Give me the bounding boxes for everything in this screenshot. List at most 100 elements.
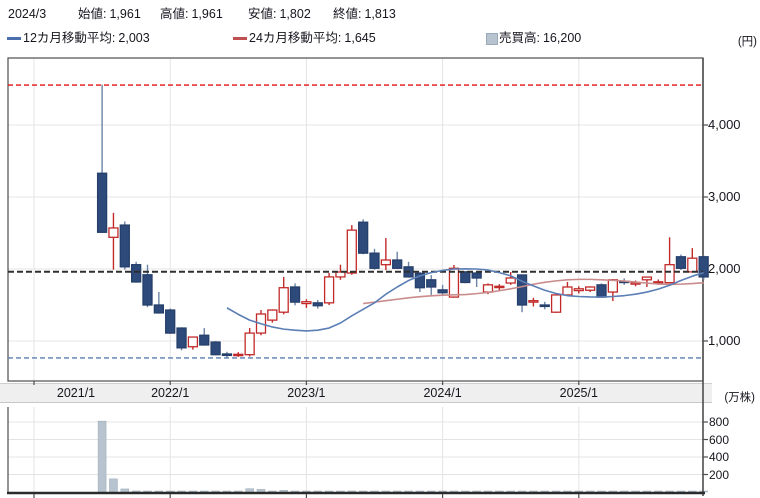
- candle-body: [187, 336, 199, 348]
- candle-body: [335, 271, 346, 278]
- volume-bar[interactable]: [256, 489, 266, 493]
- candle-body: [573, 288, 584, 292]
- candle-2024-9[interactable]: [528, 297, 539, 307]
- candle-2023-3[interactable]: [323, 272, 335, 305]
- candle-2021-8[interactable]: [108, 212, 119, 270]
- candle-2023-2[interactable]: [312, 299, 323, 309]
- candle-2023-6[interactable]: [357, 219, 369, 255]
- candle-2025-1[interactable]: [573, 286, 584, 294]
- open-label: 始値:: [78, 7, 107, 21]
- volume-axis-label: 200: [709, 467, 730, 482]
- low-label: 安値:: [248, 7, 277, 21]
- candle-body: [312, 302, 323, 307]
- candle-2023-10[interactable]: [403, 261, 414, 278]
- candle-body: [130, 264, 142, 283]
- candle-2025-11[interactable]: [687, 248, 698, 273]
- ma24-line: [363, 278, 704, 305]
- candle-2022-5[interactable]: [210, 341, 221, 356]
- x-axis-label: 2023/1: [287, 386, 326, 400]
- candle-2021-9[interactable]: [119, 221, 130, 270]
- candle-body: [119, 224, 130, 268]
- candle-2023-9[interactable]: [392, 251, 403, 269]
- volume-legend-text: 売買高: 16,200: [499, 30, 581, 46]
- ma12-legend-text: 12カ月移動平均: 2,003: [23, 30, 150, 46]
- candle-2024-7[interactable]: [505, 272, 516, 285]
- candle-2022-2[interactable]: [176, 327, 187, 351]
- candle-2024-4[interactable]: [471, 272, 482, 287]
- legend-ma12: 12カ月移動平均: 2,003: [7, 30, 150, 46]
- candle-body: [323, 276, 335, 304]
- candle-2023-4[interactable]: [335, 264, 346, 280]
- candle-2025-12[interactable]: [698, 255, 709, 280]
- candle-2025-3[interactable]: [596, 283, 607, 298]
- x-axis-band: [0, 383, 712, 403]
- volume-bar[interactable]: [120, 488, 130, 493]
- candle-body: [596, 284, 607, 298]
- candle-body: [210, 341, 221, 356]
- candle-body: [664, 264, 675, 284]
- candle-2024-1[interactable]: [437, 284, 448, 295]
- candle-2025-10[interactable]: [675, 254, 687, 271]
- candle-body: [471, 272, 482, 279]
- candle-body: [460, 271, 471, 284]
- close-value: 1,813: [364, 7, 396, 21]
- candle-body: [153, 304, 165, 314]
- volume-axis-label: 400: [709, 450, 730, 464]
- candle-2022-6[interactable]: [221, 351, 233, 358]
- candle-2023-1[interactable]: [301, 299, 312, 308]
- candle-2025-2[interactable]: [585, 286, 596, 293]
- candle-2022-4[interactable]: [199, 328, 210, 346]
- open-value: 1,961: [109, 7, 141, 21]
- candle-2022-3[interactable]: [187, 336, 199, 350]
- candle-body: [550, 294, 562, 313]
- ma24-value: 1,645: [344, 31, 376, 45]
- candle-body: [698, 256, 709, 278]
- candle-2024-10[interactable]: [539, 301, 550, 310]
- volume-label: 売買高:: [499, 31, 540, 45]
- price-unit-label: (円): [737, 36, 757, 48]
- ma12-line-swatch: [7, 37, 21, 40]
- close-field: 終値: 1,813: [333, 6, 396, 22]
- candle-2021-7[interactable]: [96, 84, 108, 233]
- candle-2021-12[interactable]: [153, 292, 165, 314]
- candle-body: [562, 286, 573, 296]
- candle-2023-5[interactable]: [346, 225, 357, 275]
- price-axis-label: 3,000: [708, 189, 741, 204]
- volume-bar[interactable]: [245, 488, 254, 493]
- candle-2022-11[interactable]: [278, 276, 289, 315]
- candle-body: [357, 221, 369, 254]
- candle-2022-8[interactable]: [244, 328, 255, 357]
- candle-body: [233, 353, 244, 357]
- volume-bar[interactable]: [109, 478, 118, 493]
- candle-2022-12[interactable]: [289, 283, 301, 306]
- candle-body: [289, 286, 301, 303]
- candle-2024-12[interactable]: [562, 281, 573, 296]
- candle-2024-3[interactable]: [460, 271, 471, 284]
- candle-2025-9[interactable]: [664, 237, 675, 284]
- candle-body: [675, 256, 687, 269]
- candle-2025-4[interactable]: [607, 279, 618, 302]
- ma12-value: 2,003: [118, 31, 150, 45]
- x-axis-label: 2021/1: [56, 386, 96, 400]
- price-axis-label: 1,000: [708, 333, 741, 348]
- candle-2023-12[interactable]: [426, 275, 437, 295]
- candle-2022-1[interactable]: [165, 308, 176, 334]
- candle-2024-11[interactable]: [550, 293, 562, 313]
- close-label: 終値:: [333, 7, 362, 21]
- low-value: 1,802: [279, 7, 311, 21]
- volume-bar-swatch: [486, 33, 498, 45]
- candle-2022-7[interactable]: [233, 352, 244, 357]
- candle-2024-6[interactable]: [494, 284, 505, 291]
- candle-body: [494, 285, 505, 289]
- volume-unit-label: (万株): [724, 392, 755, 404]
- candle-2023-8[interactable]: [380, 238, 392, 271]
- candle-body: [539, 304, 550, 308]
- ma24-line-swatch: [233, 37, 247, 40]
- candle-2025-7[interactable]: [641, 276, 653, 287]
- candle-body: [607, 279, 618, 293]
- candle-2023-7[interactable]: [369, 248, 380, 270]
- volume-bar[interactable]: [97, 420, 107, 493]
- volume-axis-label: 600: [709, 432, 730, 447]
- candle-2022-10[interactable]: [267, 309, 278, 323]
